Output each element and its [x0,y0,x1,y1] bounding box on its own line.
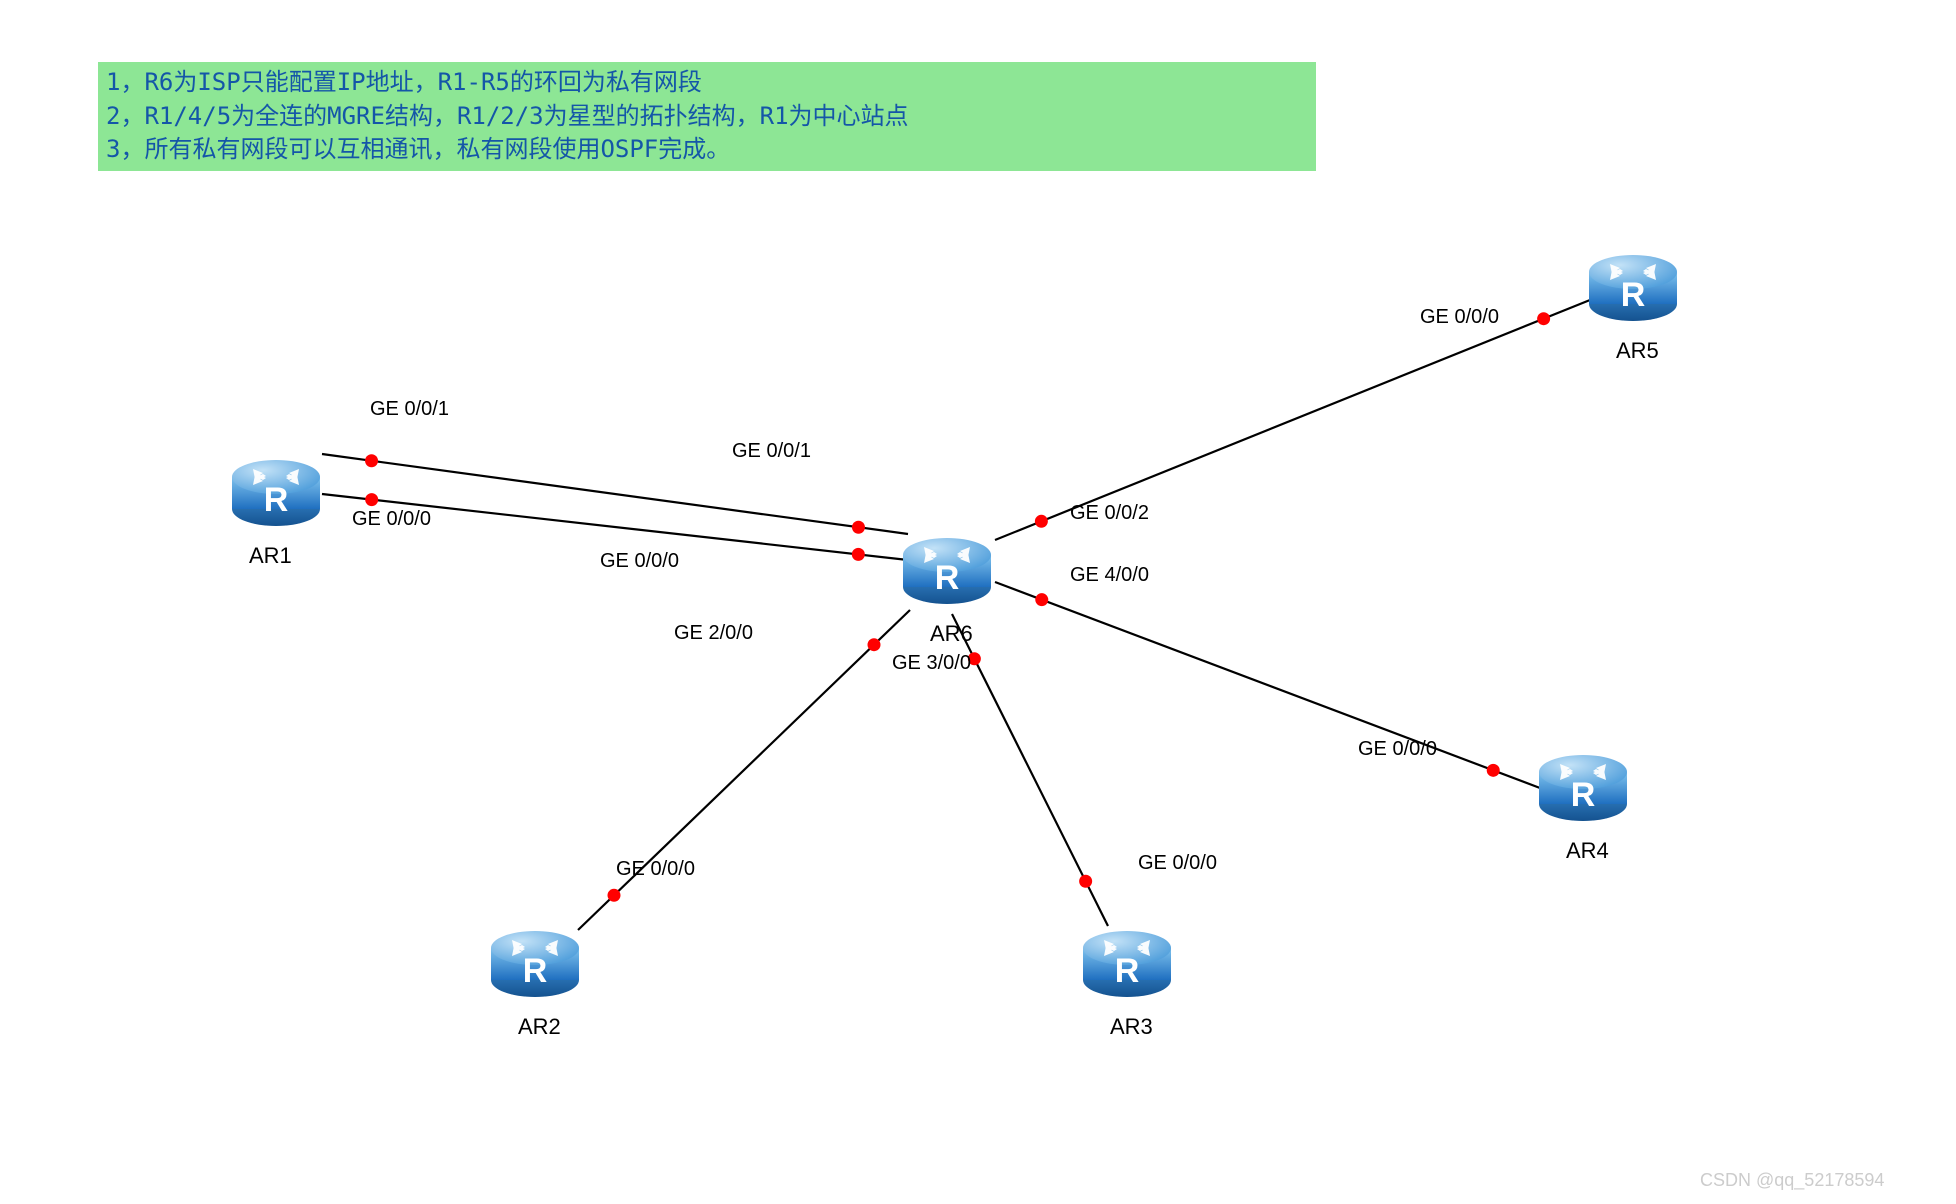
router-label-AR6: AR6 [930,621,973,647]
router-label-AR5: AR5 [1616,338,1659,364]
port-label: GE 0/0/0 [352,508,431,531]
link-AR6-AR2 [578,610,910,930]
router-AR1[interactable] [231,455,321,527]
router-AR2[interactable] [490,926,580,998]
port-label: GE 0/0/0 [1138,852,1217,875]
port-label: GE 3/0/0 [892,652,971,675]
port-label: GE 0/0/0 [616,858,695,881]
endpoint-dot [852,548,865,561]
description-line: 2，R1/4/5为全连的MGRE结构，R1/2/3为星型的拓扑结构，R1为中心站… [106,100,1308,134]
endpoint-dot [365,454,378,467]
router-AR6[interactable] [902,533,992,605]
description-box: 1，R6为ISP只能配置IP地址，R1-R5的环回为私有网段2，R1/4/5为全… [98,62,1316,171]
router-AR3[interactable] [1082,926,1172,998]
port-label: GE 0/0/0 [1420,306,1499,329]
link-AR6-AR3 [952,614,1108,926]
port-label: GE 0/0/0 [1358,738,1437,761]
description-line: 3，所有私有网段可以互相通讯，私有网段使用OSPF完成。 [106,133,1308,167]
endpoint-dot [365,493,378,506]
router-label-AR3: AR3 [1110,1014,1153,1040]
watermark: CSDN @qq_52178594 [1700,1170,1884,1191]
endpoint-dot [868,638,881,651]
link-AR6-AR4 [995,582,1540,788]
router-label-AR4: AR4 [1566,838,1609,864]
port-label: GE 0/0/0 [600,550,679,573]
port-label: GE 0/0/1 [732,440,811,463]
router-label-AR1: AR1 [249,543,292,569]
endpoint-dot [1537,312,1550,325]
description-line: 1，R6为ISP只能配置IP地址，R1-R5的环回为私有网段 [106,66,1308,100]
port-label: GE 0/0/2 [1070,502,1149,525]
endpoint-dot [1035,515,1048,528]
router-label-AR2: AR2 [518,1014,561,1040]
port-label: GE 4/0/0 [1070,564,1149,587]
router-AR5[interactable] [1588,250,1678,322]
router-AR4[interactable] [1538,750,1628,822]
port-label: GE 2/0/0 [674,622,753,645]
endpoint-dot [1035,593,1048,606]
endpoint-dot [607,889,620,902]
port-label: GE 0/0/1 [370,398,449,421]
endpoint-dot [1079,875,1092,888]
endpoint-dot [852,521,865,534]
endpoint-dot [1487,764,1500,777]
